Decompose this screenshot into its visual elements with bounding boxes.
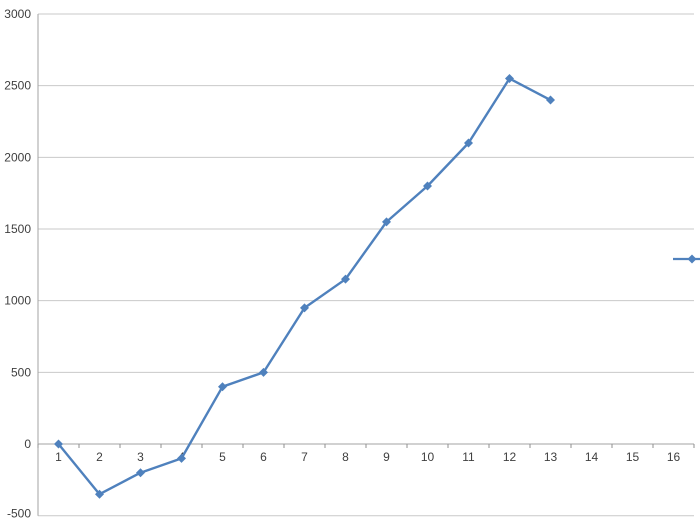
x-tick-label: 7 — [301, 450, 308, 464]
x-tick-label: 13 — [544, 450, 558, 464]
y-tick-label: -500 — [7, 507, 31, 519]
x-tick-label: 14 — [585, 450, 599, 464]
data-point-marker — [341, 274, 350, 284]
y-tick-label: 500 — [11, 365, 31, 379]
y-tick-label: 3000 — [4, 7, 31, 21]
data-point-marker — [423, 181, 432, 191]
legend-key-marker-icon — [687, 254, 697, 264]
x-tick-label: 11 — [462, 450, 475, 464]
data-point-marker — [136, 468, 145, 478]
y-tick-label: 0 — [24, 437, 31, 451]
x-tick-label: 10 — [421, 450, 435, 464]
data-point-marker — [95, 489, 104, 499]
data-point-marker — [218, 382, 227, 392]
data-point-marker — [177, 453, 186, 463]
data-point-marker — [382, 217, 391, 227]
data-point-marker — [300, 303, 309, 313]
x-tick-label: 1 — [55, 450, 62, 464]
y-tick-label: 1500 — [4, 222, 31, 236]
data-point-marker — [505, 74, 514, 84]
x-tick-label: 16 — [667, 450, 681, 464]
x-tick-label: 5 — [219, 450, 226, 464]
y-tick-label: 1000 — [4, 294, 31, 308]
x-tick-label: 3 — [137, 450, 144, 464]
x-tick-label: 9 — [383, 450, 390, 464]
x-tick-label: 15 — [626, 450, 640, 464]
y-tick-label: 2500 — [4, 79, 31, 93]
x-tick-label: 12 — [503, 450, 517, 464]
data-point-marker — [259, 367, 268, 377]
series-line — [57, 77, 552, 496]
data-point-marker — [464, 138, 473, 148]
x-tick-label: 2 — [96, 450, 103, 464]
data-point-marker — [54, 439, 63, 449]
data-point-marker — [546, 95, 555, 105]
y-tick-label: 2000 — [4, 150, 31, 164]
x-tick-label: 6 — [260, 450, 267, 464]
x-tick-label: 8 — [342, 450, 349, 464]
